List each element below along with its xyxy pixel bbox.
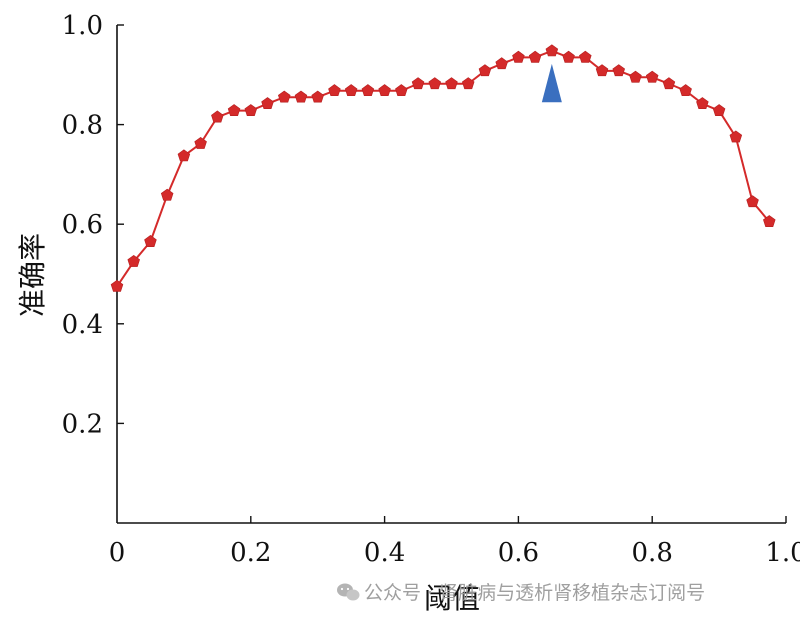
data-point	[361, 84, 375, 97]
data-point	[411, 77, 425, 90]
data-point	[729, 130, 743, 143]
data-point	[194, 136, 207, 149]
data-point	[662, 77, 676, 90]
data-point	[445, 77, 458, 90]
data-point	[562, 50, 575, 63]
y-tick-label: 0.8	[62, 111, 103, 141]
data-point	[261, 97, 274, 109]
watermark-text: 公众号 · 肾脏病与透析肾移植杂志订阅号	[364, 582, 705, 604]
y-tick-label: 1.0	[62, 11, 103, 41]
watermark: 公众号 · 肾脏病与透析肾移植杂志订阅号	[337, 582, 705, 604]
data-point	[328, 84, 341, 97]
data-point	[645, 70, 659, 83]
data-point	[528, 50, 542, 63]
y-tick-label: 0.4	[62, 310, 103, 340]
data-point	[679, 84, 692, 97]
data-point	[395, 84, 408, 97]
series-layer	[110, 44, 776, 292]
data-point	[595, 64, 609, 77]
data-point	[378, 84, 391, 97]
y-tick-label: 0.2	[62, 409, 103, 439]
data-point	[344, 84, 358, 97]
wechat-icon	[337, 583, 360, 601]
data-point	[579, 50, 592, 63]
data-point	[428, 77, 442, 90]
data-point	[746, 195, 759, 208]
data-point	[127, 254, 140, 267]
data-point	[244, 104, 258, 116]
data-point	[294, 90, 308, 103]
data-point	[629, 70, 642, 83]
data-point	[478, 64, 492, 77]
data-point	[495, 57, 508, 70]
y-tick-label: 0.6	[62, 210, 103, 240]
data-point	[160, 188, 174, 201]
data-point	[144, 235, 157, 247]
data-point	[763, 215, 776, 228]
x-tick-label: 0.2	[230, 538, 271, 568]
data-point	[696, 97, 709, 109]
series-line	[116, 49, 771, 288]
data-point	[227, 104, 241, 116]
x-axis-title: 阈值	[424, 582, 480, 615]
data-point	[545, 44, 559, 57]
data-point	[177, 149, 191, 162]
data-point	[512, 50, 525, 63]
x-axis: 0 0.2 0.4 0.6 0.8 1.0	[109, 516, 800, 568]
y-axis: 0.2 0.4 0.6 0.8 1.0	[62, 11, 124, 439]
optimal-threshold-marker	[541, 63, 562, 103]
data-point	[277, 90, 291, 103]
x-tick-label: 0	[109, 538, 126, 568]
data-point	[211, 110, 224, 123]
data-point	[311, 90, 324, 103]
plot-frame	[116, 25, 786, 524]
data-point	[110, 279, 124, 292]
annotation-layer	[541, 63, 562, 103]
x-tick-label: 0.8	[632, 538, 673, 568]
data-point	[461, 77, 475, 90]
x-tick-label: 0.4	[364, 538, 405, 568]
x-tick-label: 1.0	[765, 538, 800, 568]
x-tick-label: 0.6	[498, 538, 539, 568]
data-point	[612, 64, 626, 77]
y-axis-title: 准确率	[16, 233, 49, 317]
data-point	[712, 104, 726, 116]
